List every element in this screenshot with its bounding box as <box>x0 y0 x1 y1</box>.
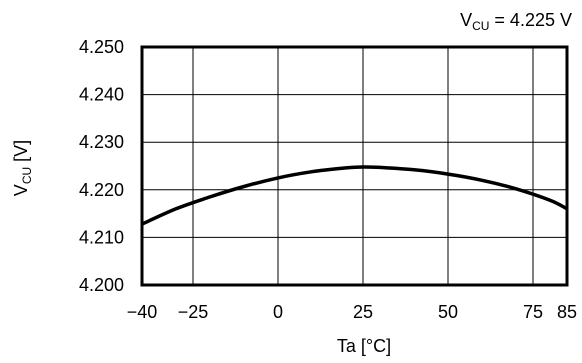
y-tick-label: 4.200 <box>79 275 124 295</box>
y-tick-label: 4.230 <box>79 132 124 152</box>
x-tick-label: 0 <box>273 302 283 322</box>
y-tick-label: 4.250 <box>79 37 124 57</box>
series-line <box>141 165 568 226</box>
y-axis-label: VCU [V] <box>11 140 34 196</box>
x-axis-label: Ta [°C] <box>337 336 391 356</box>
x-tick-label: 75 <box>523 302 543 322</box>
grid <box>142 47 567 285</box>
x-tick-labels: −40 −25 0 25 50 75 85 <box>127 302 577 322</box>
y-tick-label: 4.210 <box>79 227 124 247</box>
plot-frame <box>140 45 569 287</box>
series-line-group <box>141 165 568 226</box>
y-tick-labels: 4.200 4.210 4.220 4.230 4.240 4.250 <box>79 37 124 295</box>
y-tick-label: 4.240 <box>79 85 124 105</box>
x-tick-label: 25 <box>353 302 373 322</box>
x-tick-label: 85 <box>557 302 577 322</box>
x-tick-label: 50 <box>438 302 458 322</box>
y-tick-label: 4.220 <box>79 180 124 200</box>
x-tick-label: −40 <box>127 302 158 322</box>
x-tick-label: −25 <box>178 302 209 322</box>
condition-label: VCU = 4.225 V <box>460 10 572 33</box>
